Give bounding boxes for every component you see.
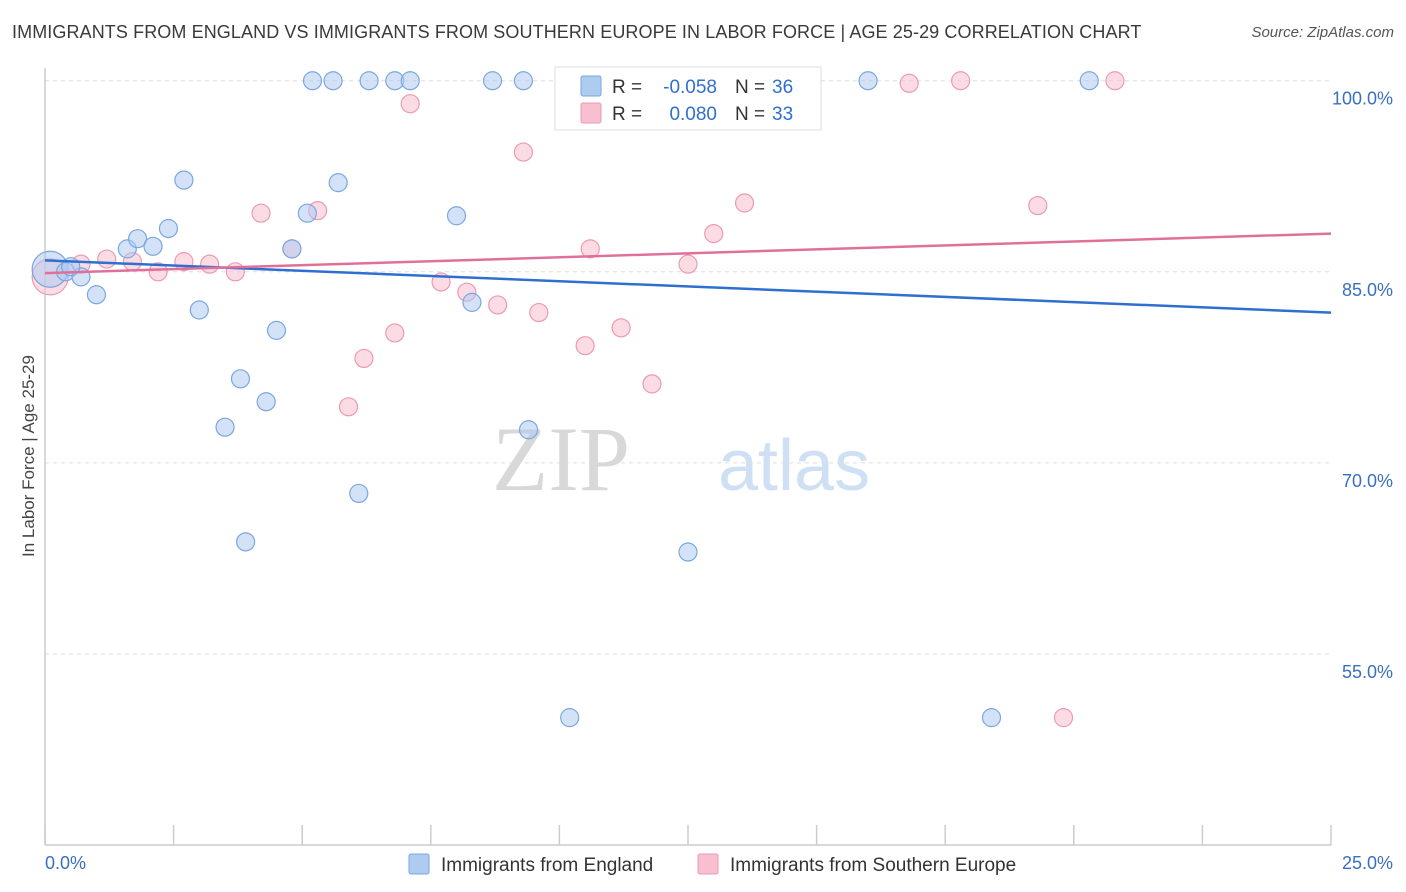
england-point <box>323 71 343 91</box>
southern-europe-point <box>400 94 420 114</box>
southern-europe-point <box>97 249 117 269</box>
southern-europe-point <box>200 254 220 274</box>
england-point <box>482 71 503 91</box>
england-point <box>513 71 533 91</box>
southern-europe-point <box>1053 708 1074 728</box>
y-tick-label: 85.0% <box>1342 280 1393 300</box>
england-point <box>86 285 107 305</box>
england-r-value: -0.058 <box>663 77 717 98</box>
southern-europe-trend-line <box>44 232 1332 275</box>
england-points <box>31 71 1099 728</box>
x-tick-label-max: 25.0% <box>1342 853 1393 873</box>
england-point <box>678 542 698 562</box>
southern-europe-point <box>148 262 168 282</box>
x-tick-label-min: 0.0% <box>45 853 86 873</box>
england-r-label: R = <box>612 77 642 98</box>
england-point <box>328 173 348 193</box>
england-swatch <box>580 75 602 97</box>
england-point <box>174 170 194 190</box>
chart-title: IMMIGRANTS FROM ENGLAND VS IMMIGRANTS FR… <box>12 22 1142 42</box>
england-point <box>858 71 878 91</box>
england-point <box>560 708 580 728</box>
england-n-label: N = <box>735 77 765 98</box>
southern-europe-point <box>734 193 755 213</box>
england-point <box>158 218 179 239</box>
y-tick-label: 70.0% <box>1342 471 1393 491</box>
england-point <box>400 71 420 91</box>
england-point <box>359 71 379 91</box>
england-point <box>143 236 163 256</box>
southern-europe-point <box>338 397 359 417</box>
england-n-value: 36 <box>772 77 793 98</box>
southern-europe-point <box>575 336 595 356</box>
southern-europe-point <box>225 262 245 282</box>
y-tick-label: 55.0% <box>1342 662 1393 682</box>
england-point <box>518 420 539 440</box>
source-label: Source: ZipAtlas.com <box>1251 24 1394 41</box>
southern-europe-point <box>1028 195 1048 216</box>
england-trend-line <box>44 259 1332 314</box>
southern-europe-point <box>678 254 698 274</box>
england-point <box>282 239 302 259</box>
x-tick-marks <box>44 825 1332 845</box>
southern-swatch <box>580 102 602 124</box>
stats-legend: R = -0.058 N = 36 R = 0.080 N = 33 <box>554 66 822 131</box>
southern-europe-point <box>899 73 919 93</box>
southern-n-label: N = <box>735 104 765 125</box>
southern-europe-point <box>951 71 971 91</box>
southern-r-value: 0.080 <box>669 104 717 125</box>
england-point <box>236 532 256 552</box>
southern-europe-point <box>580 239 600 259</box>
england-point <box>446 206 467 226</box>
southern-europe-point <box>642 374 662 394</box>
england-point <box>189 300 209 320</box>
series-legend: Immigrants from England Immigrants from … <box>408 853 1016 876</box>
southern-n-value: 33 <box>772 104 793 125</box>
y-tick-label: 100.0% <box>1332 89 1393 109</box>
england-point <box>266 320 287 340</box>
southern-europe-point <box>529 302 549 323</box>
legend-southern-swatch <box>697 853 719 875</box>
england-point <box>349 483 369 504</box>
southern-europe-point <box>385 323 405 343</box>
england-point <box>302 71 323 91</box>
southern-europe-points <box>31 71 1125 728</box>
england-point <box>1079 71 1099 91</box>
legend-england-label: Immigrants from England <box>441 855 653 876</box>
southern-europe-point <box>354 348 374 369</box>
watermark-zip: ZIP <box>492 408 630 510</box>
england-point <box>462 292 482 312</box>
england-point <box>215 417 235 437</box>
legend-southern-label: Immigrants from Southern Europe <box>730 855 1016 876</box>
england-point <box>981 708 1002 728</box>
southern-europe-point <box>1105 71 1125 91</box>
legend-england-swatch <box>408 853 430 875</box>
southern-europe-point <box>251 203 271 223</box>
england-point <box>230 369 251 389</box>
southern-europe-point <box>704 223 724 244</box>
england-point <box>297 203 317 223</box>
trend-lines <box>44 232 1332 314</box>
southern-europe-point <box>488 295 508 315</box>
y-tick-labels: 55.0% 70.0% 85.0% 100.0% <box>1332 89 1393 682</box>
southern-r-label: R = <box>612 104 642 125</box>
watermark: ZIP atlas <box>492 408 870 510</box>
gridlines <box>45 80 1331 655</box>
southern-europe-point <box>611 318 631 338</box>
y-axis-label: In Labor Force | Age 25-29 <box>19 355 38 557</box>
england-point <box>127 229 148 249</box>
watermark-atlas: atlas <box>718 426 870 506</box>
axes <box>44 68 1331 846</box>
southern-europe-point <box>513 142 533 162</box>
england-point <box>256 392 276 412</box>
